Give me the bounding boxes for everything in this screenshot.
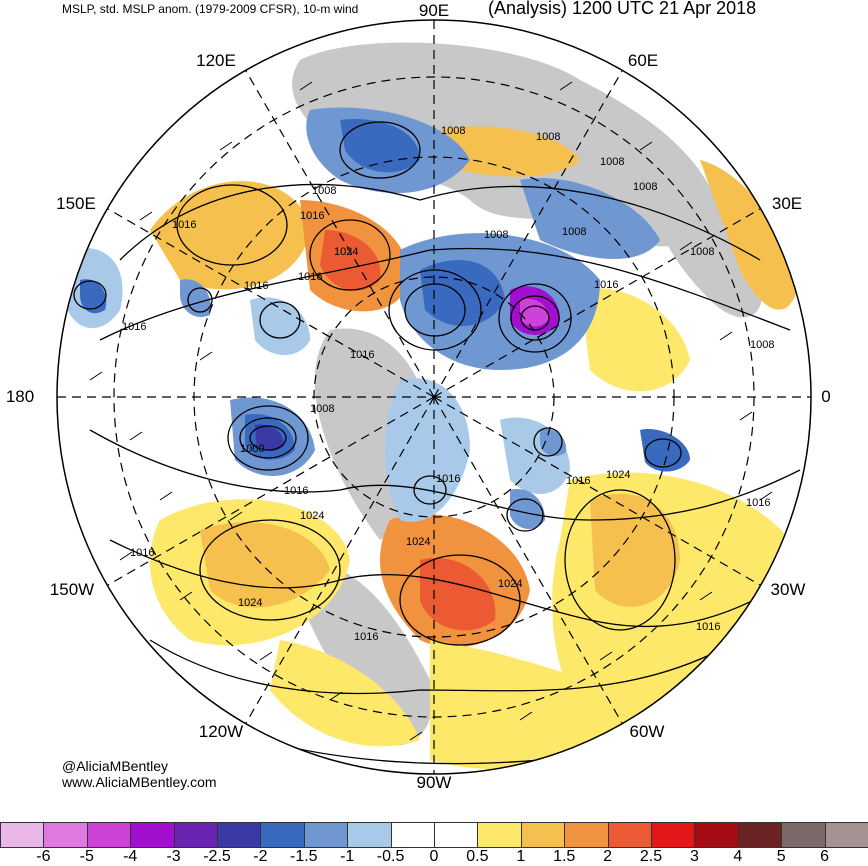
lon-label-30w: 30W	[770, 580, 806, 599]
isobar-label: 1008	[536, 131, 560, 143]
isobar-label: 1016	[436, 473, 460, 485]
lon-label-60w: 60W	[629, 722, 665, 741]
isobar-label: 1008	[441, 125, 465, 137]
isobar-label: 1016	[350, 349, 374, 361]
colorbar-swatch	[520, 822, 566, 848]
isobar-label: 1024	[406, 536, 430, 548]
colorbar-tick-label: 3	[689, 848, 699, 865]
anomaly-shading	[65, 107, 800, 770]
isobar-label: 1000	[240, 443, 264, 455]
isobar-label: 1024	[606, 469, 630, 481]
colorbar-swatch	[303, 822, 349, 848]
isobar-label: 1016	[696, 621, 720, 633]
colorbar-swatch	[217, 822, 262, 848]
colorbar-tick-label: 5	[776, 848, 786, 865]
isobars	[73, 121, 801, 765]
isobar-label: 1016	[130, 547, 154, 559]
colorbar-tick-label: -0.5	[376, 848, 405, 865]
graticule	[57, 20, 811, 774]
colorbar-tick-label: -4	[123, 848, 138, 865]
isobar-label: 1016	[172, 219, 196, 231]
isobar-labels: 1008 1008 1008 1008 1008 1008 1008 1008 …	[122, 125, 774, 643]
colorbar-swatch	[737, 822, 783, 848]
isobar-label: 1008	[484, 229, 508, 241]
colorbar-swatch	[86, 822, 132, 848]
colorbar-tick-label: -1.5	[290, 848, 318, 865]
isobar-label: 1024	[334, 246, 358, 258]
isobar-label: 1016	[594, 279, 618, 291]
colorbar-tick-label: 1	[516, 848, 526, 865]
colorbar-swatch	[824, 822, 868, 848]
colorbar-swatch	[260, 822, 305, 848]
isobar-label: 1008	[750, 339, 774, 351]
credit-website: www.AliciaMBentley.com	[62, 774, 217, 790]
map-title: MSLP, std. MSLP anom. (1979-2009 CFSR), …	[62, 2, 359, 16]
colorbar-swatch	[434, 822, 479, 848]
lon-label-30e: 30E	[771, 194, 803, 213]
colorbar-tick-label: 2	[603, 848, 613, 865]
isobar-label: 1024	[300, 510, 324, 522]
lon-label-180: 180	[5, 387, 35, 406]
isobar-label: 1016	[284, 485, 308, 497]
lon-label-150w: 150W	[49, 580, 95, 599]
colorbar-swatch	[477, 822, 522, 848]
colorbar-tick-label: 0.5	[466, 848, 489, 865]
lon-label-60e: 60E	[627, 51, 659, 70]
isobar-label: 1008	[633, 181, 657, 193]
lon-label-120e: 120E	[196, 51, 236, 70]
colorbar-tick-label: 4	[733, 848, 743, 865]
colorbar-tick-label: -3	[166, 848, 181, 865]
isobar-label: 1016	[298, 271, 322, 283]
isobar-label: 1016	[300, 210, 324, 222]
colorbar-swatch	[694, 822, 739, 848]
credit-handle: @AliciaMBentley	[62, 758, 169, 774]
colorbar-swatch	[173, 822, 218, 848]
colorbar-tick-label: 6	[820, 848, 830, 865]
isobar-label: 1008	[310, 403, 334, 415]
colorbar-swatch	[130, 822, 175, 848]
lon-label-150e: 150E	[56, 194, 96, 213]
colorbar-swatch	[43, 822, 88, 848]
colorbar-swatch	[390, 822, 435, 848]
isobar-label: 1016	[354, 631, 378, 643]
isobar-label: 1008	[312, 185, 336, 197]
isobar-label: 1024	[498, 578, 522, 590]
colorbar-tick-label: -2	[253, 848, 268, 865]
isobar-label: 1016	[122, 321, 146, 333]
valid-time: (Analysis) 1200 UTC 21 Apr 2018	[488, 0, 757, 18]
isobar-label: 1008	[690, 246, 714, 258]
lon-label-90e: 90E	[418, 1, 450, 20]
colorbar-tick-label: -6	[36, 848, 51, 865]
anomaly-colorbar: -6 -5 -4 -3 -2.5 -2 -1.5 -1 -0.5 0 0.5 1 1.5 2 2.5 3 4 5 6	[0, 822, 868, 865]
colorbar-tick-label: 0	[429, 848, 439, 865]
colorbar-tick-label: 2.5	[639, 848, 663, 865]
wind-barbs	[89, 81, 773, 741]
lon-label-0: 0	[821, 387, 831, 406]
colorbar-tick-label: -2.5	[203, 848, 231, 865]
polar-stereographic-map: 1008 1008 1008 1008 1008 1008 1008 1008 …	[56, 19, 812, 775]
colorbar-swatch	[347, 822, 392, 848]
isobar-label: 1016	[566, 475, 590, 487]
colorbar-swatch	[0, 822, 45, 848]
lon-label-120w: 120W	[198, 722, 244, 741]
colorbar-swatch	[607, 822, 652, 848]
isobar-label: 1016	[244, 280, 268, 292]
colorbar-tick-label: 1.5	[553, 848, 576, 865]
isobar-label: 1016	[746, 497, 770, 509]
isobar-label: 1008	[562, 226, 586, 238]
lon-label-90w: 90W	[416, 773, 452, 792]
colorbar-swatch	[781, 822, 826, 848]
colorbar-tick-label: -5	[79, 848, 94, 865]
colorbar-swatch	[564, 822, 609, 848]
colorbar-swatch	[651, 822, 696, 848]
colorbar-tick-label: -1	[340, 848, 355, 865]
isobar-label: 1008	[600, 156, 624, 168]
isobar-label: 1024	[238, 597, 262, 609]
map-boundary	[56, 19, 812, 775]
